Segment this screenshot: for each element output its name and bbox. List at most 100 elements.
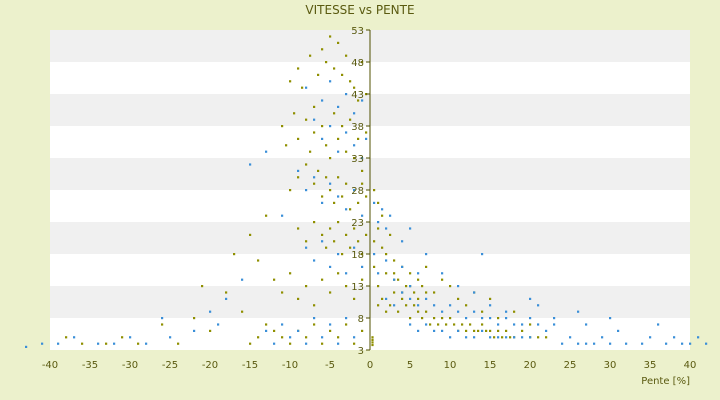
data-point xyxy=(329,227,332,230)
x-axis-label: Pente [%] xyxy=(641,376,690,387)
data-point xyxy=(553,317,556,320)
data-point xyxy=(345,323,348,326)
data-point xyxy=(409,323,412,326)
data-point xyxy=(353,342,356,345)
data-point xyxy=(313,105,316,108)
y-tick-label: 28 xyxy=(351,186,364,197)
data-point xyxy=(329,80,332,83)
data-point xyxy=(705,342,708,345)
data-point xyxy=(345,317,348,320)
x-tick-label: -15 xyxy=(242,360,258,371)
data-point xyxy=(329,291,332,294)
data-point xyxy=(305,342,308,345)
data-point xyxy=(489,304,492,307)
data-point xyxy=(265,150,268,153)
data-point xyxy=(321,195,324,198)
data-point xyxy=(329,329,332,332)
data-point xyxy=(329,182,332,185)
data-point xyxy=(337,150,340,153)
data-point xyxy=(349,208,352,211)
data-point xyxy=(665,342,668,345)
data-point xyxy=(345,131,348,134)
data-point xyxy=(529,297,532,300)
data-point xyxy=(321,336,324,339)
data-point xyxy=(353,144,356,147)
data-point xyxy=(401,265,404,268)
data-point xyxy=(357,99,360,102)
data-point xyxy=(297,67,300,70)
data-point xyxy=(417,329,420,332)
data-point xyxy=(577,342,580,345)
data-point xyxy=(433,317,436,320)
data-point xyxy=(497,336,500,339)
data-point xyxy=(545,329,548,332)
data-point xyxy=(321,278,324,281)
data-point xyxy=(457,310,460,313)
data-point xyxy=(281,323,284,326)
data-point xyxy=(361,214,364,217)
data-point xyxy=(361,265,364,268)
data-point xyxy=(341,73,344,76)
data-point xyxy=(341,253,344,256)
data-point xyxy=(257,259,260,262)
data-point xyxy=(585,323,588,326)
data-point xyxy=(625,342,628,345)
data-point xyxy=(489,329,492,332)
data-point xyxy=(449,285,452,288)
data-point xyxy=(513,310,516,313)
data-point xyxy=(177,342,180,345)
data-point xyxy=(329,189,332,192)
data-point xyxy=(121,336,124,339)
x-tick-label: -20 xyxy=(202,360,218,371)
data-point xyxy=(601,336,604,339)
data-point xyxy=(341,195,344,198)
data-point xyxy=(385,227,388,230)
data-point xyxy=(321,342,324,345)
data-point xyxy=(473,310,476,313)
data-point xyxy=(377,304,380,307)
y-tick-label: 53 xyxy=(351,26,364,37)
data-point xyxy=(529,336,532,339)
data-point xyxy=(313,323,316,326)
data-point xyxy=(425,291,428,294)
data-point xyxy=(321,233,324,236)
data-point xyxy=(505,310,508,313)
data-point xyxy=(421,285,424,288)
data-point xyxy=(161,317,164,320)
data-point xyxy=(225,297,228,300)
data-point xyxy=(389,233,392,236)
data-point xyxy=(233,253,236,256)
chart-title: VITESSE vs PENTE xyxy=(305,3,414,17)
data-point xyxy=(201,285,204,288)
data-point xyxy=(337,342,340,345)
data-point xyxy=(371,341,374,344)
data-point xyxy=(305,240,308,243)
data-point xyxy=(321,240,324,243)
data-point xyxy=(325,176,328,179)
data-point xyxy=(393,291,396,294)
x-tick-label: 15 xyxy=(484,360,497,371)
data-point xyxy=(373,201,376,204)
data-point xyxy=(313,176,316,179)
data-point xyxy=(305,285,308,288)
data-point xyxy=(689,342,692,345)
data-point xyxy=(193,329,196,332)
data-point xyxy=(289,272,292,275)
data-point xyxy=(333,67,336,70)
data-point xyxy=(329,157,332,160)
data-point xyxy=(497,323,500,326)
data-point xyxy=(577,310,580,313)
data-point xyxy=(333,112,336,115)
data-point xyxy=(401,240,404,243)
data-point xyxy=(97,342,100,345)
data-point xyxy=(537,304,540,307)
data-point xyxy=(413,304,416,307)
data-point xyxy=(393,259,396,262)
y-tick-label: 48 xyxy=(351,58,364,69)
data-point xyxy=(417,310,420,313)
x-tick-label: 0 xyxy=(367,360,373,371)
x-tick-label: 5 xyxy=(407,360,413,371)
data-point xyxy=(65,336,68,339)
data-point xyxy=(417,278,420,281)
